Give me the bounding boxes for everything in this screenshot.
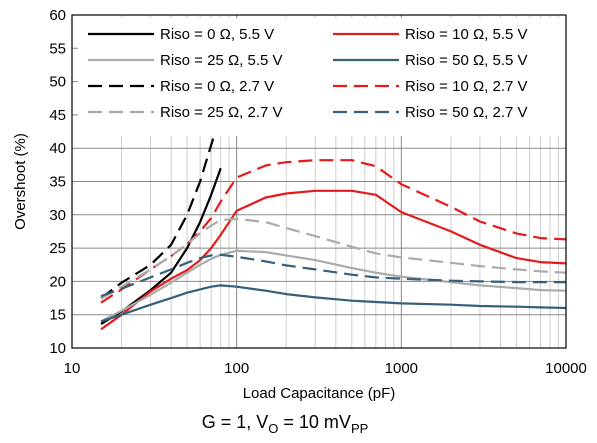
y-tick-label: 35 — [49, 174, 66, 191]
x-tick-label: 1000 — [385, 360, 418, 377]
legend: Riso = 0 Ω, 5.5 V Riso = 10 Ω, 5.5 V Riso … — [78, 18, 566, 136]
x-axis-ticks: 10 100 1000 10000 — [64, 360, 587, 377]
series-line-2 — [100, 189, 567, 331]
y-tick-label: 55 — [49, 40, 66, 57]
x-axis-label: Load Capacitance (pF) — [243, 385, 396, 402]
caption-prefix: G = 1, V — [202, 412, 269, 432]
legend-label: Riso = 10 Ω, 2.7 V — [405, 78, 528, 95]
series-line-3 — [100, 249, 567, 323]
series-line-4 — [100, 284, 567, 323]
y-axis-label: Overshoot (%) — [12, 133, 29, 230]
y-tick-label: 50 — [49, 74, 66, 91]
y-tick-label: 25 — [49, 240, 66, 257]
y-tick-label: 40 — [49, 140, 66, 157]
series-lines — [100, 114, 567, 331]
caption-sub-o: O — [268, 421, 278, 436]
legend-label: Riso = 50 Ω, 2.7 V — [405, 104, 528, 121]
y-axis-ticks: 10 15 20 25 30 35 40 45 50 55 60 — [49, 7, 66, 357]
legend-label: Riso = 0 Ω, 2.7 V — [160, 78, 274, 95]
series-line-5 — [100, 114, 222, 299]
legend-label: Riso = 25 Ω, 2.7 V — [160, 104, 283, 121]
caption-middle: = 10 mV — [278, 412, 351, 432]
y-tick-label: 10 — [49, 340, 66, 357]
x-tick-label: 10 — [64, 360, 81, 377]
series-line-8 — [100, 253, 566, 298]
series-line-7 — [100, 217, 567, 300]
x-tick-label: 100 — [224, 360, 249, 377]
legend-label: Riso = 25 Ω, 5.5 V — [160, 52, 283, 69]
legend-label: Riso = 10 Ω, 5.5 V — [405, 26, 528, 43]
y-tick-label: 30 — [49, 207, 66, 224]
y-tick-label: 45 — [49, 107, 66, 124]
legend-label: Riso = 0 Ω, 5.5 V — [160, 26, 274, 43]
legend-background — [78, 18, 566, 136]
y-tick-label: 60 — [49, 7, 66, 24]
legend-label: Riso = 50 Ω, 5.5 V — [405, 52, 528, 69]
y-tick-label: 15 — [49, 307, 66, 324]
y-tick-label: 20 — [49, 273, 66, 290]
x-tick-label: 10000 — [545, 360, 587, 377]
plot-area-frame — [71, 14, 567, 349]
test-conditions-caption: G = 1, VO = 10 mVPP — [202, 412, 369, 436]
caption-sub-pp: PP — [351, 421, 368, 436]
